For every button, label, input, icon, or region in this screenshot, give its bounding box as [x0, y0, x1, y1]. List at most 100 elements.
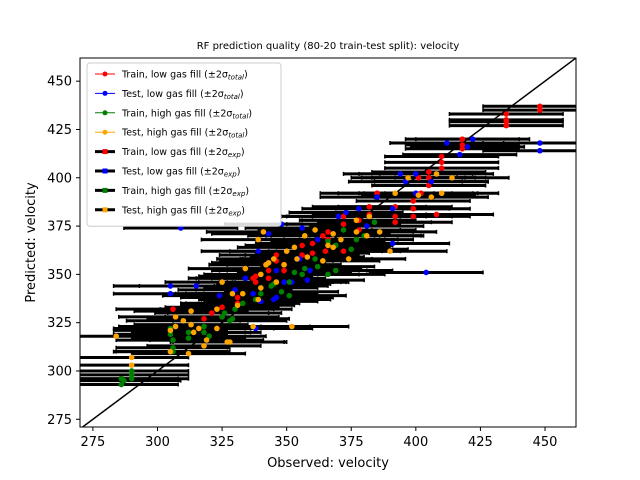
x-tick-label: 400	[403, 435, 428, 450]
data-point	[239, 290, 246, 297]
data-point	[250, 323, 256, 330]
data-point	[188, 308, 194, 314]
data-point	[208, 310, 215, 316]
data-point	[170, 306, 176, 312]
data-point	[128, 362, 135, 368]
data-point	[320, 258, 326, 264]
data-point	[537, 107, 543, 113]
data-point	[332, 267, 339, 274]
data-point	[234, 294, 241, 301]
data-point	[537, 147, 543, 154]
data-point	[343, 209, 349, 216]
data-point	[196, 325, 202, 332]
legend-label: Test, high gas fill (±2σexp)	[121, 205, 245, 217]
data-point	[242, 275, 249, 282]
data-point	[216, 292, 223, 299]
data-point	[281, 279, 287, 285]
data-point	[433, 171, 440, 177]
data-point	[299, 225, 305, 231]
data-point	[366, 203, 373, 210]
data-point	[128, 354, 135, 361]
data-point	[410, 213, 417, 220]
data-point	[503, 118, 510, 125]
legend-box	[86, 62, 282, 227]
data-point	[219, 304, 225, 311]
data-point	[356, 205, 362, 212]
x-tick-label: 350	[274, 435, 299, 450]
data-point	[301, 232, 308, 239]
data-point	[265, 259, 272, 266]
data-point	[219, 279, 225, 285]
data-point	[309, 240, 316, 247]
data-point	[338, 236, 344, 243]
data-point	[239, 300, 246, 307]
data-point	[283, 248, 290, 254]
data-point	[227, 339, 233, 345]
data-point	[167, 327, 174, 334]
data-point	[304, 277, 311, 283]
data-point	[286, 279, 293, 285]
data-point	[258, 271, 264, 278]
data-point	[255, 248, 262, 254]
data-point	[537, 103, 543, 110]
data-point	[214, 306, 220, 312]
data-point	[325, 229, 331, 235]
legend-marker	[102, 110, 108, 116]
data-point	[307, 267, 313, 274]
data-point	[190, 329, 197, 336]
data-point	[289, 323, 295, 330]
data-point	[221, 310, 228, 316]
data-point	[201, 316, 207, 322]
data-point	[353, 229, 360, 235]
data-point	[201, 343, 207, 349]
data-point	[309, 250, 316, 256]
data-point	[410, 205, 417, 212]
data-point	[260, 229, 267, 235]
data-point	[185, 335, 192, 341]
legend: Train, low gas fill (±2σtotal) Test, low …	[86, 62, 282, 227]
legend-label: Train, low gas fill (±2σexp)	[121, 147, 245, 159]
legend-marker	[102, 71, 108, 77]
data-point	[438, 159, 445, 166]
data-point	[335, 213, 342, 220]
data-point	[281, 267, 287, 274]
data-point	[278, 288, 285, 295]
y-tick-label: 300	[47, 364, 72, 379]
y-tick-label: 325	[47, 316, 72, 331]
data-point	[444, 140, 450, 146]
data-point	[167, 290, 174, 297]
data-point	[265, 275, 272, 282]
data-point	[320, 232, 326, 239]
data-point	[180, 317, 187, 324]
data-point	[188, 321, 194, 328]
x-tick-label: 425	[468, 435, 493, 450]
data-point	[325, 271, 331, 278]
legend-label: Train, high gas fill (±2σtotal)	[121, 108, 252, 120]
legend-label: Test, high gas fill (±2σtotal)	[121, 128, 248, 140]
data-point	[366, 213, 373, 220]
data-point	[371, 219, 378, 226]
data-point	[185, 350, 192, 357]
data-point	[389, 205, 396, 212]
data-point	[229, 290, 236, 297]
data-point	[459, 142, 466, 148]
data-point	[456, 151, 463, 158]
x-tick-label: 450	[533, 435, 558, 450]
data-point	[425, 169, 432, 175]
data-point	[128, 375, 135, 382]
data-point	[229, 316, 236, 322]
data-point	[428, 178, 435, 185]
data-point	[294, 256, 300, 262]
data-point	[374, 194, 380, 200]
y-axis-label: Predicted: velocity	[24, 182, 39, 303]
data-point	[348, 246, 355, 253]
x-tick-label: 375	[339, 435, 364, 450]
data-point	[503, 122, 510, 129]
data-point	[325, 238, 331, 245]
legend-label: Train, high gas fill (±2σexp)	[121, 186, 249, 198]
data-point	[330, 231, 336, 237]
data-point	[433, 211, 440, 218]
data-point	[389, 240, 396, 247]
data-point	[392, 213, 398, 220]
data-point	[255, 296, 262, 303]
